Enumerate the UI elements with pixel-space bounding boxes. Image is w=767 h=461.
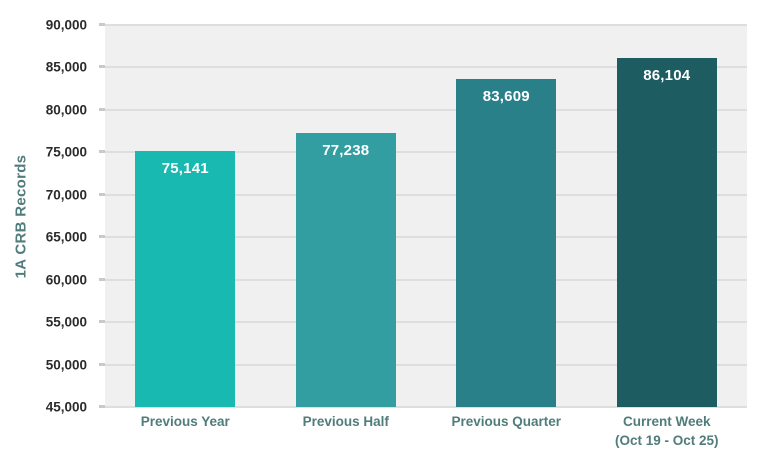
bar-series: 75,141 77,238 83,609 86,104 [105, 25, 747, 407]
gridline [105, 363, 747, 366]
gridline [105, 321, 747, 324]
y-axis-tick-mark [99, 362, 105, 366]
gridline [105, 278, 747, 281]
x-axis-labels: Previous Year Previous Half Previous Quart… [105, 412, 747, 450]
y-axis-tick-mark [99, 65, 105, 69]
plot-area: 75,141 77,238 83,609 86,104 [99, 23, 747, 408]
bar-slot: 86,104 [587, 25, 748, 407]
y-axis-tick-mark [99, 150, 105, 154]
gridline [105, 406, 747, 408]
y-tick-label: 75,000 [45, 144, 87, 160]
y-axis-tick-mark [99, 405, 105, 408]
y-tick-label: 85,000 [45, 59, 87, 75]
gridline [105, 108, 747, 111]
y-tick-label: 60,000 [45, 272, 87, 288]
gridline [105, 151, 747, 154]
gridline [105, 24, 747, 26]
bar-4: 86,104 [616, 58, 717, 407]
bar-value-label: 77,238 [322, 142, 370, 160]
y-tick-label: 90,000 [45, 17, 87, 33]
y-axis-tick-mark [99, 235, 105, 239]
x-category-label: Current Week (Oct 19 - Oct 25) [614, 414, 719, 448]
gridline [105, 66, 747, 69]
bar-value-label: 75,141 [161, 160, 209, 178]
y-tick-label: 65,000 [45, 229, 87, 245]
bar-1: 75,141 [135, 151, 236, 407]
gridline [105, 193, 747, 196]
y-tick-label: 50,000 [45, 357, 87, 373]
gridline [105, 236, 747, 239]
y-axis-tick-mark [99, 192, 105, 196]
y-axis-tick-mark [99, 107, 105, 111]
x-category-label: Previous Year [140, 414, 230, 429]
bar-3: 83,609 [456, 79, 557, 407]
y-axis-tick-labels: 45,000 50,000 55,000 60,000 65,000 70,000 75,0… [0, 18, 97, 415]
y-tick-label: 80,000 [45, 102, 87, 118]
bar-slot: 83,609 [426, 25, 587, 407]
y-tick-label: 55,000 [45, 314, 87, 330]
y-tick-label: 70,000 [45, 187, 87, 203]
bar-2: 77,238 [295, 133, 396, 407]
y-tick-label: 45,000 [45, 399, 87, 415]
x-category-label: Previous Half [302, 414, 389, 429]
bar-slot: 75,141 [105, 25, 266, 407]
bar-value-label: 86,104 [643, 67, 691, 85]
x-category-label: Previous Quarter [451, 414, 562, 429]
bar-slot: 77,238 [266, 25, 427, 407]
y-axis-tick-mark [99, 23, 105, 26]
bar-value-label: 83,609 [482, 88, 530, 106]
y-axis-tick-mark [99, 320, 105, 324]
y-axis-tick-mark [99, 277, 105, 281]
